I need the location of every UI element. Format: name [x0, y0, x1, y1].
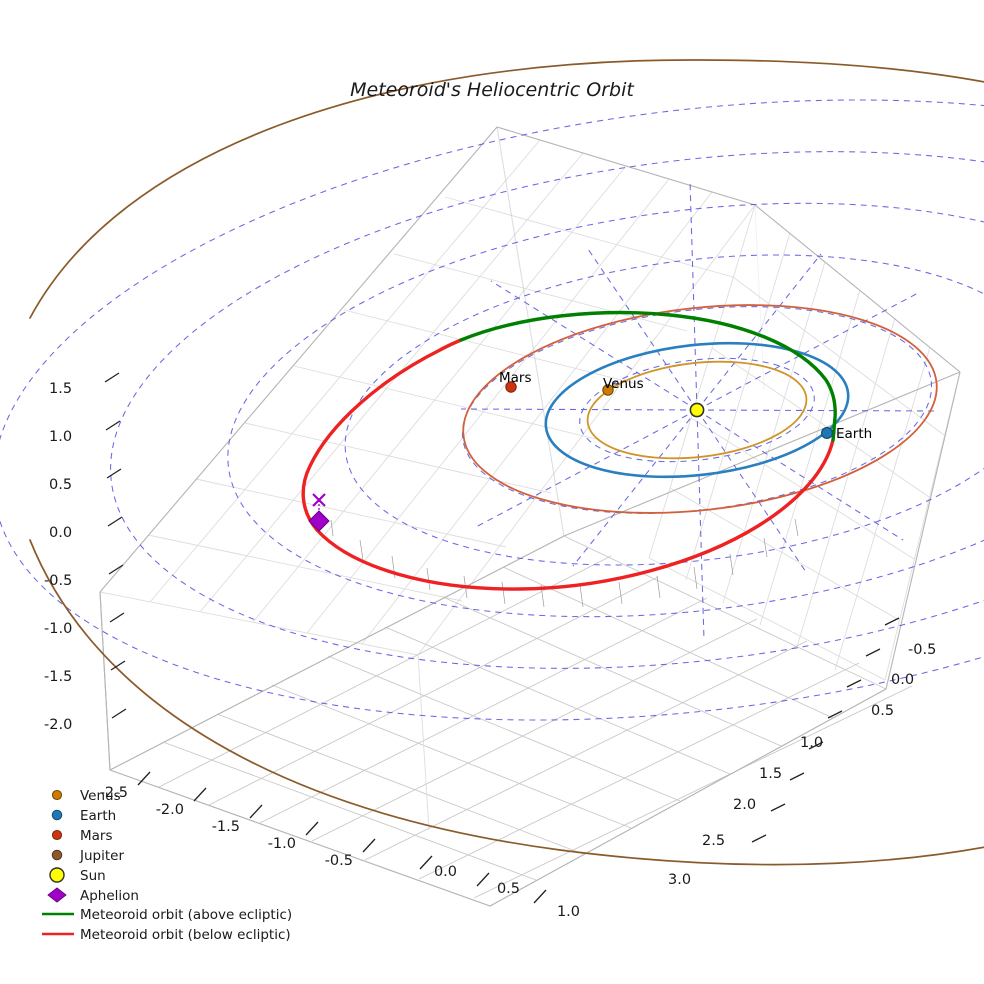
aphelion-marker — [308, 493, 330, 532]
sun-marker — [689, 402, 705, 418]
meteoroid-dropline-group — [330, 518, 799, 608]
legend-item-earth[interactable]: Earth — [51, 808, 116, 824]
aphelion-swatch-icon — [47, 887, 67, 903]
x-tick: -1.0 — [268, 836, 296, 852]
x-tick: 1.0 — [557, 904, 580, 920]
meteoroid-orbit-above-ecliptic — [459, 310, 837, 442]
orbit-mars — [462, 304, 938, 514]
earth-label: Earth — [836, 426, 872, 442]
y-tick: 1.5 — [759, 766, 782, 782]
sun-swatch-icon — [49, 867, 65, 883]
legend-item-venus[interactable]: Venus — [51, 788, 121, 804]
orbit-earth — [544, 341, 850, 479]
orbit-jupiter — [29, 59, 984, 866]
x-tick: -0.5 — [325, 853, 353, 869]
legend-label: Sun — [80, 868, 106, 884]
legend-item-sun[interactable]: Sun — [49, 867, 106, 884]
page-title: Meteoroid's Heliocentric Orbit — [350, 79, 635, 101]
y-tick: -0.5 — [908, 642, 936, 658]
axes-wireframe — [99, 126, 961, 907]
venus-label: Venus — [603, 376, 644, 392]
mars-marker — [505, 381, 517, 393]
z-tick: 0.0 — [49, 525, 72, 541]
marker-group: Mars Venus Earth — [308, 370, 872, 532]
venus-marker — [602, 384, 614, 396]
legend-item-aphelion[interactable]: Aphelion — [47, 887, 139, 904]
x-tick: -2.5 — [100, 785, 128, 801]
z-tick: -1.0 — [44, 621, 72, 637]
mars-swatch-icon — [51, 829, 63, 841]
legend: Venus Earth Mars Jupiter Sun — [42, 788, 292, 943]
x-axis-tick-labels: -2.5 -2.0 -1.5 -1.0 -0.5 0.0 0.5 1.0 — [100, 785, 580, 920]
axis-ticks — [104, 372, 900, 904]
z-axis-tick-labels: 1.5 1.0 0.5 0.0 -0.5 -1.0 -1.5 -2.0 — [44, 381, 72, 733]
mars-label: Mars — [499, 370, 532, 386]
z-tick: -0.5 — [44, 573, 72, 589]
orbit-venus — [586, 360, 808, 460]
legend-label: Meteoroid orbit (above ecliptic) — [80, 907, 292, 923]
y-tick: 2.5 — [702, 833, 725, 849]
x-tick: 0.5 — [497, 881, 520, 897]
y-axis-tick-labels: -0.5 0.0 0.5 1.0 1.5 2.0 2.5 3.0 — [668, 642, 936, 888]
earth-marker — [821, 427, 833, 439]
legend-label: Earth — [80, 808, 116, 824]
x-tick: 0.0 — [434, 864, 457, 880]
z-tick: -1.5 — [44, 669, 72, 685]
ecliptic-reference-grid — [0, 99, 984, 721]
meteoroid-orbit-below-ecliptic — [301, 338, 835, 591]
legend-label: Meteoroid orbit (below ecliptic) — [80, 927, 291, 943]
legend-item-below-ecliptic[interactable]: Meteoroid orbit (below ecliptic) — [42, 927, 291, 943]
y-tick: 0.5 — [871, 703, 894, 719]
z-tick: 1.0 — [49, 429, 72, 445]
jupiter-swatch-icon — [51, 849, 63, 861]
y-tick: 2.0 — [733, 797, 756, 813]
z-tick: 1.5 — [49, 381, 72, 397]
x-tick: -2.0 — [156, 802, 184, 818]
legend-item-mars[interactable]: Mars — [51, 828, 113, 844]
legend-item-jupiter[interactable]: Jupiter — [51, 848, 124, 864]
legend-label: Mars — [80, 828, 113, 844]
z-tick: 0.5 — [49, 477, 72, 493]
y-tick: 1.0 — [800, 735, 823, 751]
legend-label: Aphelion — [80, 888, 139, 904]
legend-item-above-ecliptic[interactable]: Meteoroid orbit (above ecliptic) — [42, 907, 292, 923]
y-tick: 3.0 — [668, 872, 691, 888]
z-tick: -2.0 — [44, 717, 72, 733]
y-tick: 0.0 — [891, 672, 914, 688]
x-tick: -1.5 — [212, 819, 240, 835]
venus-swatch-icon — [51, 789, 63, 801]
legend-label: Jupiter — [79, 848, 124, 864]
earth-swatch-icon — [51, 809, 63, 821]
legend-label: Venus — [80, 788, 121, 804]
